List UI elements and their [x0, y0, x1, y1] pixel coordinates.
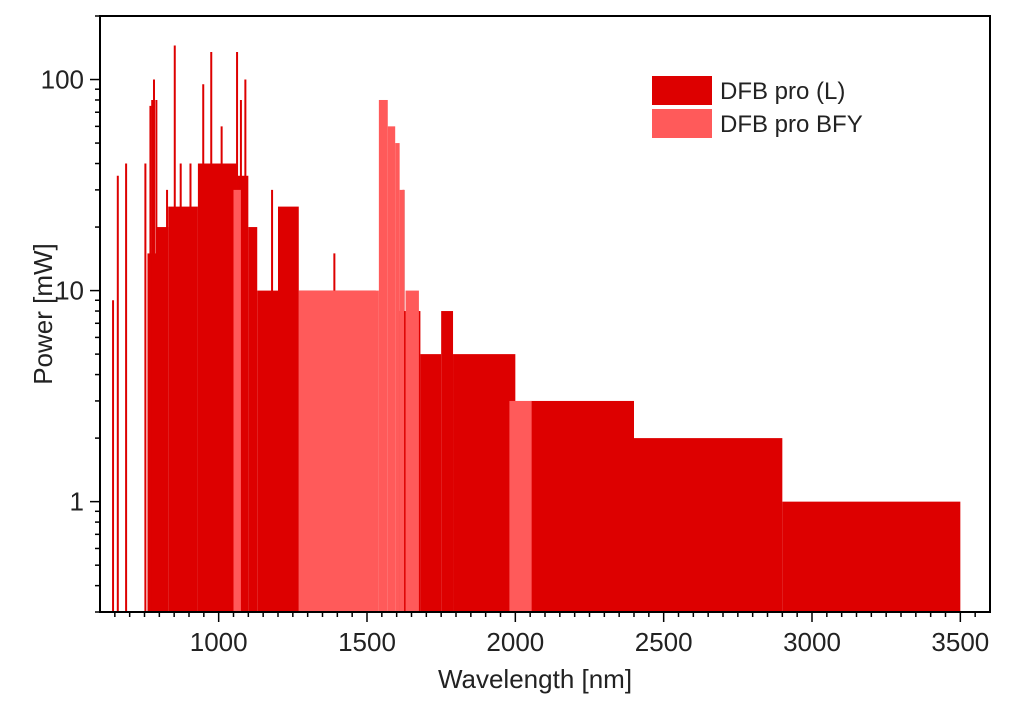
legend-label: DFB pro BFY — [720, 111, 863, 138]
y-tick-label: 10 — [55, 276, 84, 306]
series-1-step — [278, 206, 299, 612]
series-2-step — [509, 400, 532, 612]
y-tick-label: 1 — [70, 487, 84, 517]
series-1-step — [156, 227, 169, 612]
series-2-step — [405, 290, 419, 612]
legend-label: DFB pro (L) — [720, 78, 845, 105]
series-2-step — [378, 99, 388, 612]
y-axis-title: Power [mW] — [28, 243, 58, 385]
series-1-step — [257, 290, 278, 612]
series-1-step — [453, 354, 516, 612]
x-tick-label: 1000 — [190, 627, 248, 657]
y-tick-label: 100 — [41, 65, 84, 95]
x-tick-label: 2000 — [486, 627, 544, 657]
x-tick-label: 3500 — [931, 627, 989, 657]
series-1-step — [420, 354, 442, 612]
x-tick-label: 2500 — [635, 627, 693, 657]
legend: DFB pro (L) DFB pro BFY — [652, 76, 863, 138]
series-1-step — [441, 311, 454, 612]
series-2 — [233, 99, 532, 612]
x-tick-label: 1500 — [338, 627, 396, 657]
x-tick-label: 3000 — [783, 627, 841, 657]
x-axis-title: Wavelength [nm] — [438, 664, 632, 694]
legend-swatch — [652, 109, 712, 138]
series-1-step — [236, 175, 249, 612]
series-2-step — [298, 290, 379, 612]
series-1-step — [197, 163, 237, 612]
y-axis: 1 10 100 — [41, 15, 100, 613]
series-1-step — [168, 206, 198, 612]
series-1-step — [634, 438, 783, 612]
series-2-step — [233, 189, 241, 612]
series-1-step — [248, 227, 258, 612]
series-2-step — [387, 126, 396, 612]
x-axis: 1000 1500 2000 2500 3000 3500 — [114, 612, 989, 657]
series-1-step — [782, 501, 961, 612]
series-1-step — [530, 400, 634, 612]
series-2-step — [399, 189, 405, 612]
legend-swatch — [652, 76, 712, 105]
series-layer — [112, 45, 961, 612]
series-2-step — [395, 143, 400, 612]
